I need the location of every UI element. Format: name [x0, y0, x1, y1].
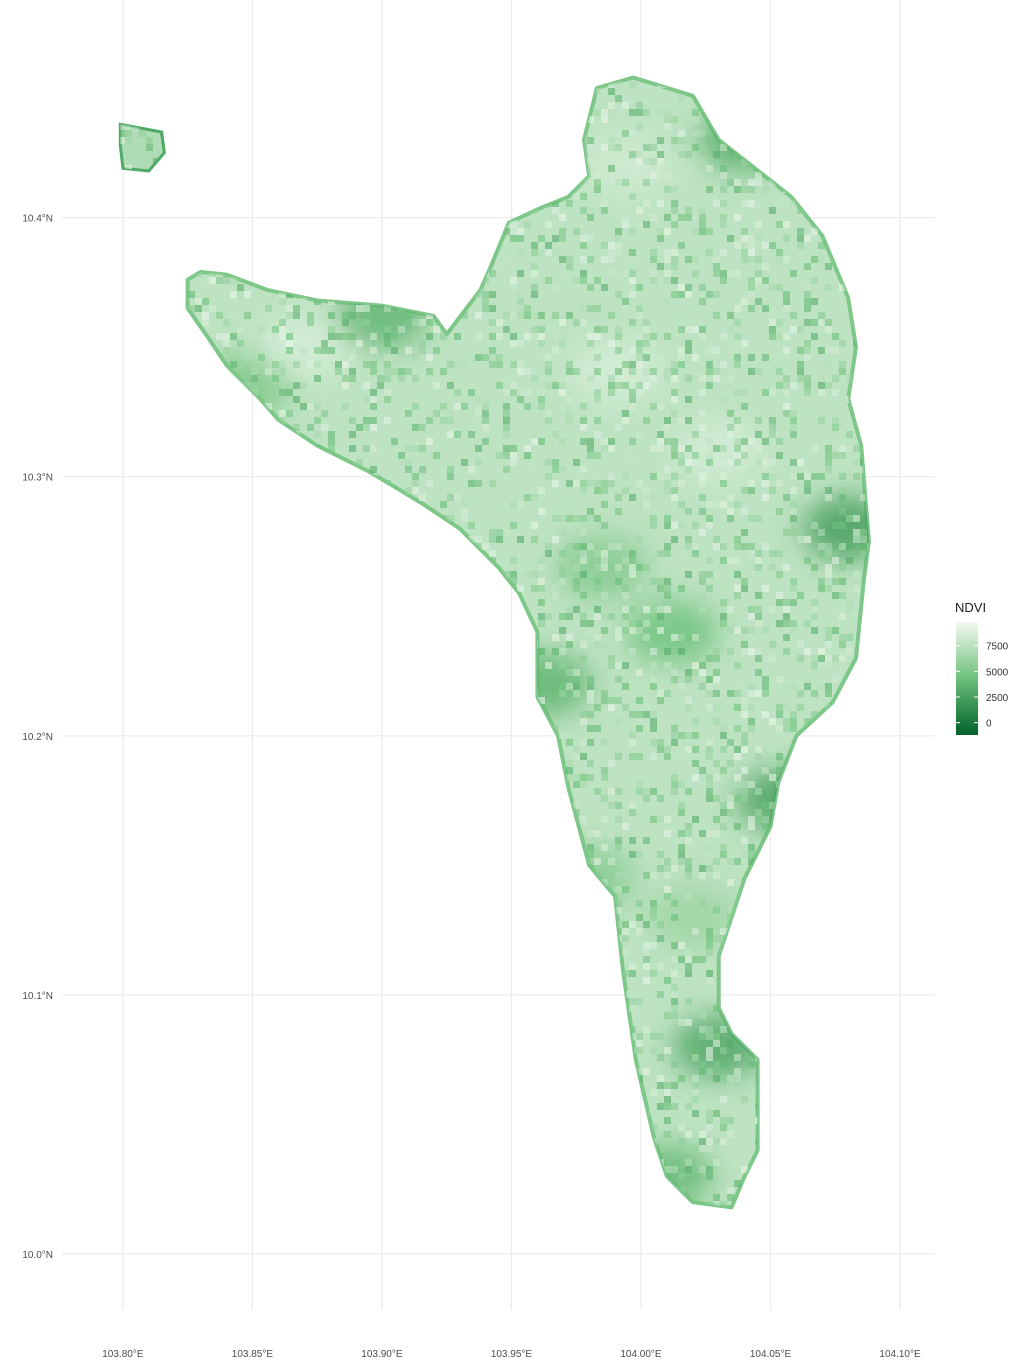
legend-label: 2500 [986, 693, 1009, 704]
ndvi-patch [626, 600, 719, 665]
y-tick-label: 10.4°N [22, 214, 53, 225]
x-tick-label: 104.10°E [879, 1349, 921, 1360]
legend-label: 5000 [986, 667, 1009, 678]
y-axis-ticks: 10.4°N 10.3°N 10.2°N 10.1°N 10.0°N [22, 214, 53, 1261]
legend-title: NDVI [955, 600, 986, 615]
x-tick-label: 104.05°E [750, 1349, 792, 1360]
y-tick-label: 10.0°N [22, 1250, 53, 1261]
x-tick-label: 103.85°E [232, 1349, 274, 1360]
legend-colorbar [956, 622, 978, 735]
x-axis-ticks: 103.80°E 103.85°E 103.90°E 103.95°E 104.00°E… [102, 1349, 921, 1360]
x-tick-label: 103.95°E [491, 1349, 533, 1360]
legend-label: 0 [986, 719, 992, 730]
legend-label: 7500 [986, 642, 1009, 653]
x-tick-label: 103.90°E [361, 1349, 403, 1360]
x-tick-label: 104.00°E [620, 1349, 662, 1360]
y-tick-label: 10.3°N [22, 473, 53, 484]
y-tick-label: 10.1°N [22, 991, 53, 1002]
x-tick-label: 103.80°E [102, 1349, 144, 1360]
ndvi-raster [118, 75, 871, 1210]
legend: NDVI 7500 5000 2500 0 [955, 600, 1009, 735]
y-tick-label: 10.2°N [22, 732, 53, 743]
